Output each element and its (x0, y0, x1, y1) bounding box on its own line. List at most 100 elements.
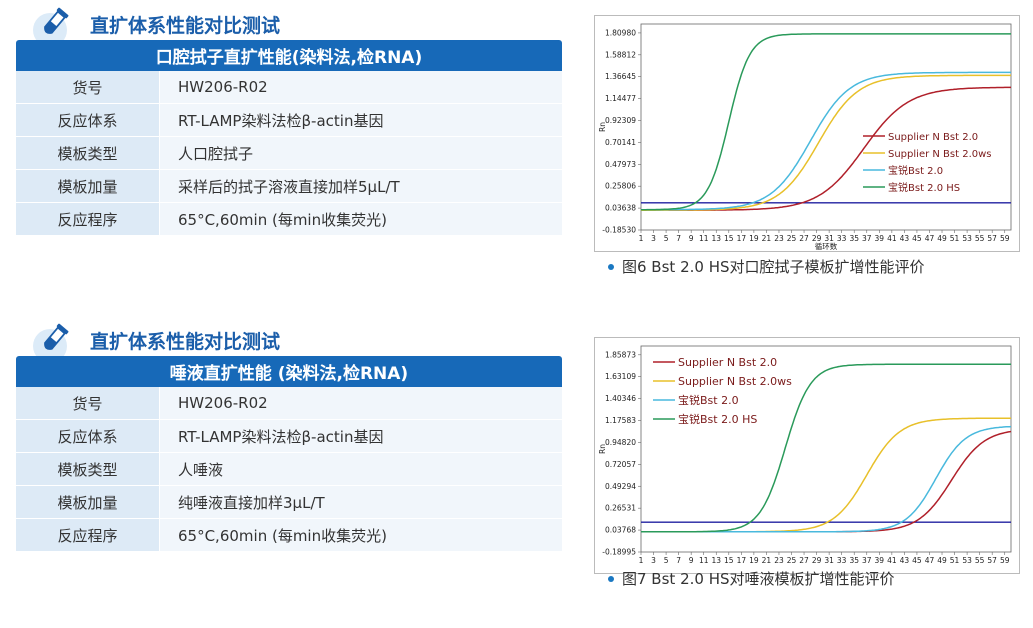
y-tick-label: -0.18995 (602, 548, 636, 557)
x-tick-label: 27 (799, 234, 809, 243)
row-key: 模板类型 (16, 453, 159, 485)
series-line (641, 33, 1011, 211)
y-tick-label: 1.85873 (605, 350, 636, 359)
row-value: 人唾液 (160, 453, 562, 485)
x-tick-label: 39 (875, 556, 885, 565)
x-tick-label: 15 (724, 234, 734, 243)
section-title: 直扩体系性能对比测试 (90, 15, 281, 37)
x-tick-label: 13 (711, 556, 721, 565)
y-tick-label: 1.17583 (605, 416, 636, 425)
table-row: 反应程序 65°C,60min (每min收集荧光) (16, 519, 562, 552)
x-tick-label: 35 (849, 556, 859, 565)
row-value: 采样后的拭子溶液直接加样5μL/T (160, 170, 562, 202)
bullet-icon (608, 575, 614, 582)
x-tick-label: 1 (639, 234, 644, 243)
x-tick-label: 25 (787, 556, 797, 565)
x-tick-label: 47 (925, 234, 935, 243)
row-key: 反应体系 (16, 420, 159, 452)
x-tick-label: 51 (950, 556, 960, 565)
row-key: 货号 (16, 71, 159, 103)
legend-label: 宝锐Bst 2.0 HS (888, 181, 960, 194)
caption-text: 图7 Bst 2.0 HS对唾液模板扩增性能评价 (622, 570, 895, 588)
x-tick-label: 45 (912, 234, 922, 243)
x-tick-label: 33 (837, 234, 847, 243)
x-tick-label: 5 (664, 556, 669, 565)
legend-label: 宝锐Bst 2.0 HS (678, 412, 757, 426)
amplification-chart-saliva: 1.85873 1.63109 1.40346 1.17583 0.94820 0.720… (594, 337, 1020, 574)
x-tick-label: 55 (975, 234, 985, 243)
series-line (641, 363, 1011, 533)
x-tick-label: 17 (737, 234, 747, 243)
y-tick-label: 0.03768 (605, 526, 636, 535)
x-tick-label: 41 (887, 556, 897, 565)
x-tick-label: 43 (900, 234, 910, 243)
y-tick-label: 0.49294 (605, 482, 636, 491)
x-tick-label: 45 (912, 556, 922, 565)
row-value: HW206-R02 (160, 71, 562, 103)
x-tick-label: 23 (774, 556, 784, 565)
plot-area (640, 345, 1012, 553)
chart-svg: 1.85873 1.63109 1.40346 1.17583 0.94820 0.720… (598, 345, 1012, 565)
table-row: 模板类型 人唾液 (16, 453, 562, 486)
x-tick-label: 37 (862, 556, 872, 565)
y-tick-label: 0.92309 (605, 116, 636, 125)
x-tick-label: 17 (737, 556, 747, 565)
chart-svg: 1.80980 1.58812 1.36645 1.14477 0.92309 0.701… (598, 23, 1012, 251)
series-line (641, 71, 1011, 211)
row-value: 65°C,60min (每min收集荧光) (160, 519, 562, 551)
legend-label: 宝锐Bst 2.0 (888, 164, 943, 177)
row-value: 65°C,60min (每min收集荧光) (160, 203, 562, 235)
x-tick-label: 21 (762, 556, 772, 565)
spec-table: 唾液直扩性能 (染料法,检RNA) 货号 HW206-R02 反应体系 RT-LAM… (16, 356, 562, 552)
x-tick-label: 11 (699, 234, 709, 243)
y-tick-label: 1.80980 (605, 28, 636, 37)
x-tick-label: 25 (787, 234, 797, 243)
table-row: 模板类型 人口腔拭子 (16, 137, 562, 170)
x-tick-label: 31 (824, 234, 834, 243)
x-tick-label: 3 (651, 556, 656, 565)
x-tick-label: 9 (689, 556, 694, 565)
x-tick-label: 57 (987, 556, 997, 565)
x-tick-label: 55 (975, 556, 985, 565)
x-tick-label: 9 (689, 234, 694, 243)
x-tick-label: 19 (749, 556, 759, 565)
x-tick-label: 33 (837, 556, 847, 565)
y-tick-label: 0.94820 (605, 438, 636, 447)
y-tick-label: 1.14477 (605, 94, 636, 103)
bullet-icon (608, 263, 614, 270)
legend-label: Supplier N Bst 2.0 (678, 356, 777, 369)
y-tick-label: 1.58812 (605, 50, 636, 59)
legend-label: 宝锐Bst 2.0 (678, 393, 739, 407)
legend-label: Supplier N Bst 2.0 (888, 132, 978, 143)
y-tick-label: 1.63109 (605, 372, 636, 381)
table-row: 货号 HW206-R02 (16, 387, 562, 420)
x-tick-label: 39 (875, 234, 885, 243)
y-tick-label: 1.40346 (605, 394, 636, 403)
row-value: HW206-R02 (160, 387, 562, 419)
row-key: 模板类型 (16, 137, 159, 169)
row-key: 货号 (16, 387, 159, 419)
x-tick-label: 47 (925, 556, 935, 565)
table-title: 口腔拭子直扩性能(染料法,检RNA) (16, 40, 562, 71)
y-tick-label: 0.26531 (605, 504, 636, 513)
table-row: 货号 HW206-R02 (16, 71, 562, 104)
y-tick-label: 0.03638 (605, 204, 636, 213)
x-tick-label: 19 (749, 234, 759, 243)
x-tick-label: 53 (962, 234, 972, 243)
table-row: 反应程序 65°C,60min (每min收集荧光) (16, 203, 562, 236)
legend-label: Supplier N Bst 2.0ws (888, 149, 992, 160)
x-tick-label: 43 (900, 556, 910, 565)
row-key: 反应程序 (16, 203, 159, 235)
x-tick-label: 51 (950, 234, 960, 243)
table-title: 唾液直扩性能 (染料法,检RNA) (16, 356, 562, 387)
x-tick-label: 13 (711, 234, 721, 243)
section-title: 直扩体系性能对比测试 (90, 331, 281, 353)
plot-area (640, 23, 1012, 231)
y-tick-label: 0.25806 (605, 182, 636, 191)
row-key: 反应体系 (16, 104, 159, 136)
x-tick-label: 5 (664, 234, 669, 243)
x-axis-label: 循环数 (815, 241, 838, 251)
row-value: RT-LAMP染料法检β-actin基因 (160, 420, 562, 452)
row-key: 模板加量 (16, 170, 159, 202)
y-axis-label: Rn (598, 122, 607, 132)
